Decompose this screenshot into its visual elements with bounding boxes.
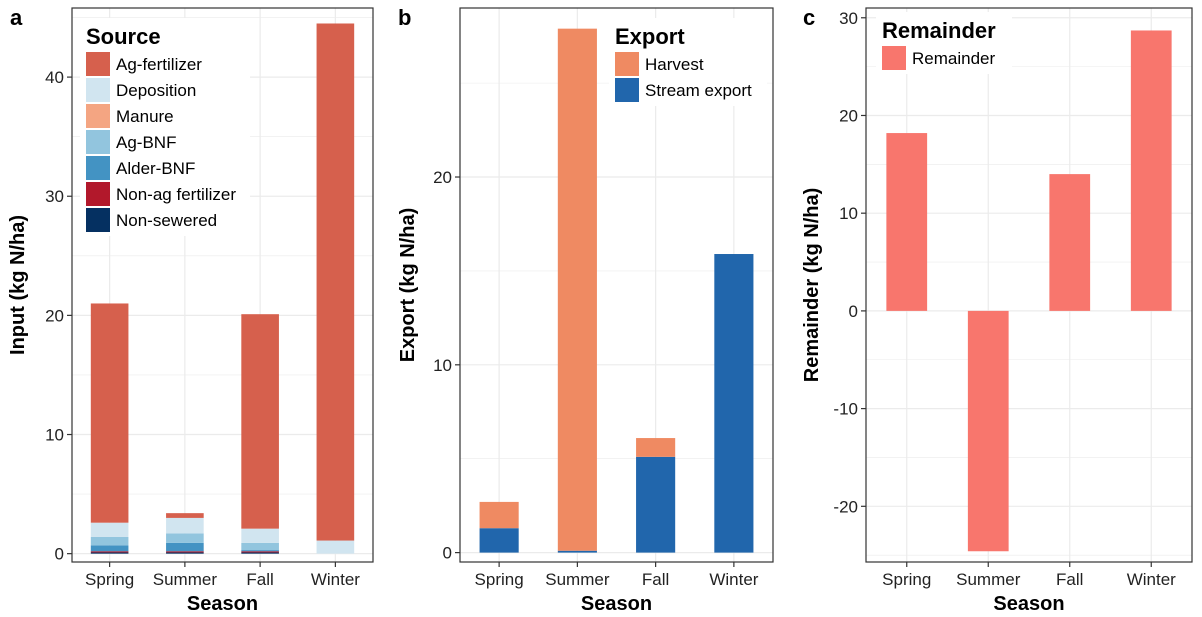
x-tick-label-summer: Summer <box>956 570 1021 589</box>
panel-a-input-chart: 0 10 20 30 40 Spring Summer Fall Winter Season Inp… <box>7 8 373 615</box>
x-tick-label-winter: Winter <box>709 570 758 589</box>
legend: Export Harvest Stream export <box>609 18 767 106</box>
y-tick-label: 40 <box>45 68 64 87</box>
bar-segment-non-ag-fertilizer-spring <box>91 551 129 552</box>
bar-segment-ag-bnf-summer <box>166 533 204 543</box>
y-tick-label: 10 <box>433 356 452 375</box>
x-tick-label-fall: Fall <box>642 570 669 589</box>
bar-spring <box>886 133 927 311</box>
bar-segment-ag-bnf-spring <box>91 537 129 545</box>
bar-segment-non-ag-fertilizer-summer <box>166 551 204 552</box>
bar-segment-alder-bnf-spring <box>91 545 129 551</box>
legend-label-harvest: Harvest <box>645 55 704 74</box>
legend-swatch-non-sewered <box>86 208 110 232</box>
bar-segment-ag-fertilizer-summer <box>166 513 204 518</box>
legend-label-manure: Manure <box>116 107 174 126</box>
panel-c-label: c <box>803 5 815 30</box>
bar-summer <box>968 311 1009 551</box>
y-axis-title: Remainder (kg N/ha) <box>801 188 823 382</box>
x-tick-label-fall: Fall <box>1056 570 1083 589</box>
x-axis-title: Season <box>187 593 258 615</box>
y-tick-label: 10 <box>45 426 64 445</box>
legend: Source Ag-fertilizer Deposition Manure Ag-BN… <box>80 18 250 236</box>
legend-swatch-remainder <box>882 46 906 70</box>
y-tick-label: 30 <box>45 187 64 206</box>
y-tick-label: 20 <box>45 306 64 325</box>
bar-segment-alder-bnf-fall <box>241 550 279 551</box>
bar-segment-ag-bnf-fall <box>241 543 279 550</box>
bar-segment-stream-export-fall <box>636 457 675 553</box>
legend-label-alder-bnf: Alder-BNF <box>116 159 195 178</box>
legend: Remainder Remainder <box>876 12 1012 74</box>
y-tick-label: 20 <box>433 168 452 187</box>
legend-label-deposition: Deposition <box>116 81 196 100</box>
bar-segment-harvest-summer <box>558 29 597 551</box>
panel-a-label: a <box>10 5 23 30</box>
bar-segment-ag-fertilizer-spring <box>91 303 129 522</box>
legend-swatch-alder-bnf <box>86 156 110 180</box>
legend-label-non-ag-fertilizer: Non-ag fertilizer <box>116 185 236 204</box>
bar-segment-deposition-fall <box>241 529 279 543</box>
y-tick-label: 0 <box>55 545 64 564</box>
y-tick-label: 20 <box>839 106 858 125</box>
legend-swatch-ag-fertilizer <box>86 52 110 76</box>
x-axis-title: Season <box>993 593 1064 615</box>
x-tick-label-winter: Winter <box>1127 570 1176 589</box>
x-tick-label-fall: Fall <box>246 570 273 589</box>
bar-segment-non-sewered-fall <box>241 552 279 553</box>
panel-c-remainder-chart: -20 -10 0 10 20 30 Spring Summer Fall Winter Seaso… <box>801 8 1192 615</box>
bar-segment-deposition-winter <box>317 541 355 554</box>
legend-label-ag-fertilizer: Ag-fertilizer <box>116 55 202 74</box>
legend-swatch-harvest <box>615 52 639 76</box>
x-tick-label-spring: Spring <box>882 570 931 589</box>
legend-title: Remainder <box>882 18 996 43</box>
x-tick-label-spring: Spring <box>475 570 524 589</box>
bar-segment-non-sewered-spring <box>91 552 129 553</box>
bar-segment-non-sewered-summer <box>166 552 204 553</box>
legend-swatch-ag-bnf <box>86 130 110 154</box>
x-tick-label-spring: Spring <box>85 570 134 589</box>
panel-b-export-chart: 0 10 20 Spring Summer Fall Winter Season Export … <box>397 8 773 615</box>
panel-b-label: b <box>398 5 411 30</box>
bar-segment-ag-fertilizer-winter <box>317 23 355 540</box>
y-tick-label: 0 <box>443 544 452 563</box>
bar-segment-stream-export-winter <box>714 254 753 553</box>
bar-segment-deposition-spring <box>91 523 129 537</box>
y-tick-label: 10 <box>839 204 858 223</box>
x-axis-title: Season <box>581 593 652 615</box>
y-axis-title: Export (kg N/ha) <box>397 208 419 362</box>
legend-label-ag-bnf: Ag-BNF <box>116 133 176 152</box>
legend-label-non-sewered: Non-sewered <box>116 211 217 230</box>
legend-label-stream-export: Stream export <box>645 81 752 100</box>
bar-segment-non-ag-fertilizer-fall <box>241 551 279 552</box>
bar-winter <box>1131 30 1172 310</box>
bar-segment-stream-export-spring <box>480 528 519 552</box>
y-tick-label: 0 <box>849 302 858 321</box>
x-tick-label-summer: Summer <box>153 570 218 589</box>
legend-swatch-stream-export <box>615 78 639 102</box>
bar-segment-deposition-summer <box>166 518 204 533</box>
legend-label-remainder: Remainder <box>912 49 995 68</box>
bar-segment-ag-fertilizer-fall <box>241 314 279 528</box>
x-tick-label-summer: Summer <box>545 570 610 589</box>
legend-swatch-manure <box>86 104 110 128</box>
x-tick-label-winter: Winter <box>311 570 360 589</box>
legend-title: Source <box>86 24 161 49</box>
legend-swatch-non-ag-fertilizer <box>86 182 110 206</box>
y-axis-title: Input (kg N/ha) <box>7 215 29 355</box>
bar-segment-stream-export-summer <box>558 551 597 553</box>
bar-segment-harvest-fall <box>636 438 675 457</box>
legend-title: Export <box>615 24 685 49</box>
legend-swatch-deposition <box>86 78 110 102</box>
y-tick-label: -10 <box>833 400 858 419</box>
y-tick-label: -20 <box>833 497 858 516</box>
bar-fall <box>1049 174 1090 311</box>
bar-segment-alder-bnf-summer <box>166 543 204 551</box>
y-tick-label: 30 <box>839 9 858 28</box>
bar-segment-harvest-spring <box>480 502 519 528</box>
